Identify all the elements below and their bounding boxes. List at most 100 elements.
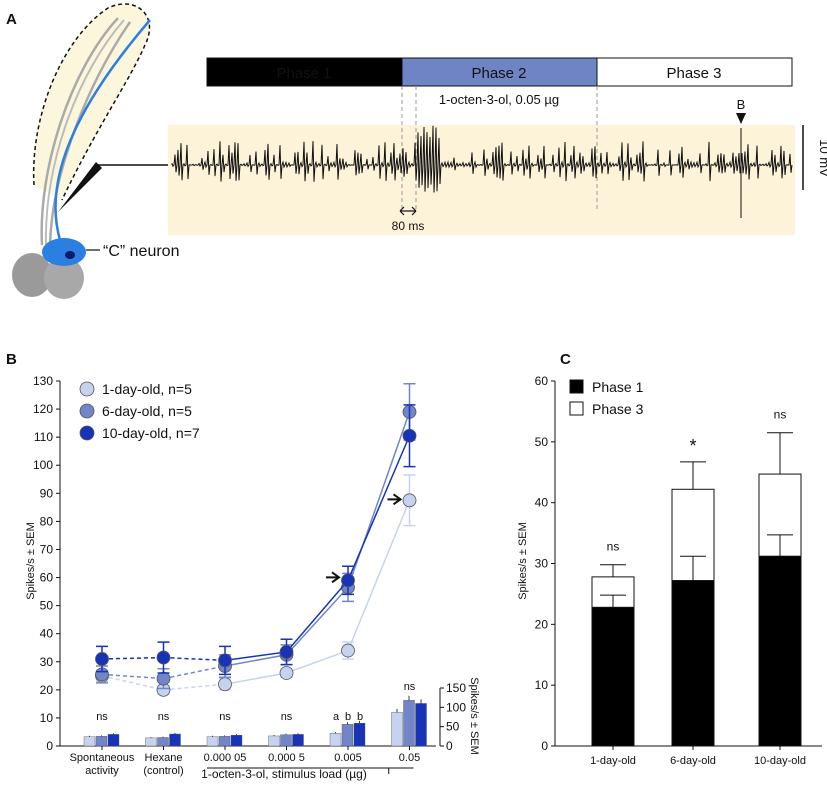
c-x-tick-label: 10-day-old [754,755,806,767]
b-point [279,645,294,659]
trace-background [168,125,795,235]
b-series-line [224,411,411,667]
b-inset-bar [329,733,342,747]
c-y-tick-label: 10 [535,678,549,692]
c-neuron-nucleus [65,251,75,259]
c-neuron-body [42,238,86,266]
time-scale-label: 80 ms [392,219,425,233]
c-legend-swatch [569,379,584,394]
b-inset-y-tick-label: 0 [446,739,453,753]
b-series-line [224,435,411,662]
b-inset-annotation: b [345,711,351,723]
b-inset-bar [391,712,403,747]
b-inset-annotation: a [333,711,340,723]
panel-a-label: A [6,11,17,28]
b-x-axis-title: 1-octen-3-ol, stimulus load (µg) [201,767,367,781]
c-y-tick-label: 40 [535,496,549,510]
spike-trace [171,125,793,218]
c-legend-label: Phase 1 [592,379,644,395]
b-y-tick-label: 130 [33,374,53,388]
phase-bar: Phase 1 Phase 2 Phase 3 1-octen-3-ol, 0.… [206,57,793,107]
phase-1-label: Phase 1 [276,65,331,82]
c-y-tick-label: 20 [535,617,549,631]
c-y-tick-label: 30 [535,557,549,571]
b-point [402,428,417,443]
b-inset-bar [415,703,427,747]
b-inset-bar [218,736,231,747]
b-series-segment-dashed [163,656,226,662]
b-point [218,653,232,668]
c-annotation: ns [774,408,787,422]
b-inset-y-tick-label: 100 [446,700,466,714]
c-y-tick-label: 0 [541,739,548,753]
c-y-axis-title: Spikes/s ± SEM [517,522,529,600]
b-y-axis-title: Spikes/s ± SEM [25,522,37,600]
b-inset-bar [157,737,169,747]
phase-3-label: Phase 3 [666,65,721,82]
b-point [156,650,171,665]
c-y-tick-label: 60 [535,374,549,388]
b-inset-annotation: ns [96,711,108,723]
b-inset-bar [145,737,157,747]
gray-neuron-2 [44,257,84,299]
b-inset-bar [403,700,415,747]
b-point [95,652,109,666]
c-legend-swatch [569,401,584,416]
voltage-scale-bar: 10 mV [802,125,827,190]
b-inset-annotation: ns [219,711,231,723]
panel-a: A “C” neuron Phase 1 Phase 2 Phase 3 1 [6,3,827,299]
b-y-tick-label: 50 [40,599,54,613]
b-inset-bar [341,724,354,747]
b-series-segment-dashed [101,673,164,680]
b-y-tick-label: 10 [40,711,54,725]
c-annotation: ns [607,540,620,554]
b-legend-label: 1-day-old, n=5 [102,381,192,397]
b-y-tick-label: 120 [33,402,53,416]
b-stimulus-bracket [207,767,414,774]
b-y-tick-label: 20 [40,683,54,697]
b-inset-y-tick-label: 50 [446,720,460,734]
b-y-tick-label: 80 [40,514,54,528]
c-bar-phase1 [591,606,635,747]
b-inset-bar [268,735,280,747]
b-y-tick-label: 100 [33,458,53,472]
phase-2-box [401,57,598,87]
c-bar-phase1 [671,580,715,747]
b-x-tick-label: activity [85,765,119,777]
b-x-tick-label: Hexane [145,752,183,764]
b-inset-bar [230,734,243,747]
b-y-tick-label: 30 [40,655,54,669]
b-legend: 1-day-old, n=5 6-day-old, n=5 10-day-old, … [79,381,200,441]
b-inset-bar [95,736,108,747]
b-point [341,573,355,588]
c-x-tick-label: 1-day-old [590,755,636,767]
marker-b-arrowhead [736,113,746,124]
panel-c: C Spikes/s ± SEM 0 10 20 30 40 50 60 1-day-old 6… [517,351,822,767]
time-scale-bar: 80 ms [392,206,425,233]
sensillum-outline [32,3,151,201]
c-y-tick-label: 50 [535,435,549,449]
b-legend-marker [79,403,95,419]
b-inset-bar [83,736,96,747]
c-legend: Phase 1 Phase 3 [569,379,644,417]
b-legend-label: 6-day-old, n=5 [102,403,192,419]
phase-1-box [206,57,403,87]
voltage-scale-label: 10 mV [817,139,827,177]
b-x-tick-label: 0.000 5 [268,752,305,764]
marker-b-label: B [737,97,746,112]
c-bar-phase1 [758,555,802,747]
b-series-3 [95,404,417,676]
c-neuron-label: “C” neuron [103,243,179,260]
b-inset-bar [169,733,181,747]
b-y-tick-label: 0 [46,739,53,753]
b-point [279,666,294,680]
b-series-line [224,500,411,685]
b-point [156,671,171,686]
dendrite-gray-3 [44,19,125,246]
b-y-tick-label: 110 [34,430,53,444]
c-bars: ns * ns [591,408,802,747]
gray-neuron-1 [12,253,52,297]
b-legend-marker [79,381,95,397]
